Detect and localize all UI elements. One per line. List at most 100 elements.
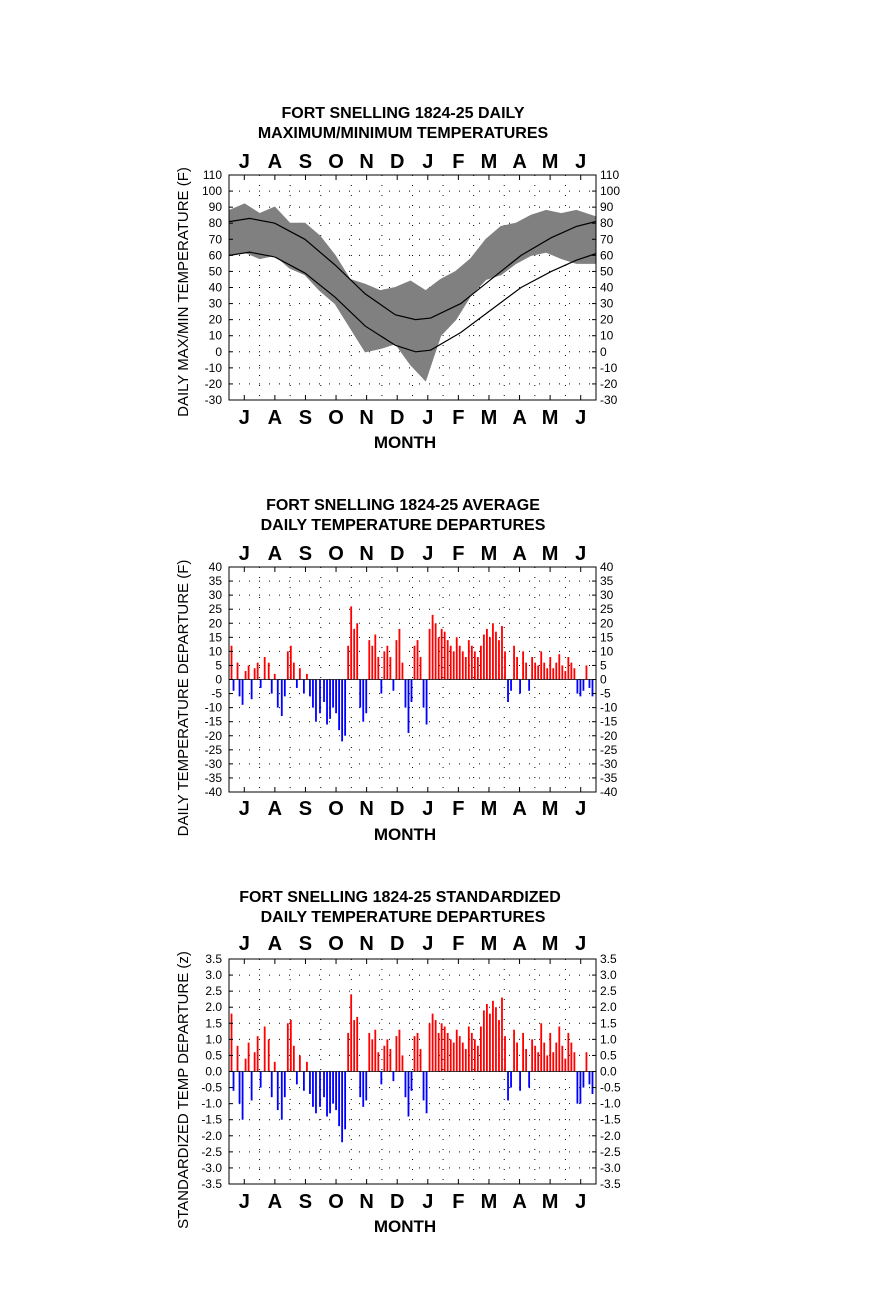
bar-positive bbox=[552, 1052, 555, 1072]
panel-average-departures: FORT SNELLING 1824-25 AVERAGE DAILY TEMP… bbox=[175, 497, 618, 844]
bar-negative bbox=[259, 1071, 262, 1088]
bar-positive bbox=[561, 665, 564, 680]
y-tick-label-right: -20 bbox=[600, 729, 618, 743]
month-label-bottom: N bbox=[359, 1191, 373, 1213]
bar-negative bbox=[335, 1071, 337, 1111]
y-tick-label-left: 2.0 bbox=[205, 1000, 222, 1014]
y-tick-label-right: 60 bbox=[600, 248, 614, 262]
y-tick-label-left: 3.5 bbox=[205, 952, 222, 966]
bar-positive bbox=[440, 628, 443, 680]
normal_max-line bbox=[229, 217, 596, 321]
bar-positive bbox=[446, 640, 449, 680]
month-label-bottom: D bbox=[390, 407, 404, 429]
bar-negative bbox=[241, 679, 244, 705]
bar-positive bbox=[489, 1013, 491, 1072]
bar-positive bbox=[368, 640, 371, 680]
bar-positive bbox=[513, 1029, 515, 1072]
month-label-top: S bbox=[299, 543, 312, 565]
bar-positive bbox=[428, 628, 431, 680]
month-label-top: M bbox=[481, 151, 498, 173]
bar-negative bbox=[323, 1071, 325, 1098]
y-tick-label-right: 25 bbox=[600, 602, 614, 616]
bar-positive bbox=[247, 1042, 250, 1072]
bar-positive bbox=[413, 645, 416, 680]
bar-positive bbox=[419, 657, 422, 680]
y-tick-label-left: 1.5 bbox=[205, 1016, 222, 1030]
month-label-top: A bbox=[512, 543, 526, 565]
bar-negative bbox=[312, 679, 314, 708]
month-label-bottom: S bbox=[299, 407, 312, 429]
month-label-bottom: O bbox=[328, 798, 344, 820]
bar-positive bbox=[443, 631, 446, 680]
bar-positive bbox=[289, 1020, 292, 1072]
bar-positive bbox=[525, 662, 528, 680]
bar-positive bbox=[289, 645, 292, 680]
bar-positive bbox=[585, 665, 588, 680]
bar-positive bbox=[273, 673, 276, 680]
bar-positive bbox=[482, 1010, 485, 1072]
y-tick-label-right: -1.5 bbox=[600, 1113, 621, 1127]
bar-positive bbox=[452, 651, 455, 680]
month-label-top: N bbox=[359, 933, 373, 955]
bar-positive bbox=[489, 637, 491, 680]
month-label-bottom: A bbox=[512, 1191, 526, 1213]
bar-negative bbox=[392, 679, 395, 691]
bar-positive bbox=[377, 1052, 380, 1072]
y-axis-label: STANDARDIZED TEMP DEPARTURE (z) bbox=[175, 951, 192, 1229]
bar-positive bbox=[537, 1052, 540, 1072]
normal_min-line bbox=[229, 251, 596, 353]
bar-positive bbox=[558, 654, 561, 680]
month-label-bottom: J bbox=[239, 798, 250, 820]
chart-title-line-1: FORT SNELLING 1824-25 DAILY bbox=[281, 105, 524, 122]
month-label-top: F bbox=[452, 933, 464, 955]
bar-positive bbox=[501, 626, 503, 680]
bar-positive bbox=[347, 645, 350, 680]
bar-positive bbox=[437, 637, 440, 680]
y-tick-label-right: 70 bbox=[600, 232, 614, 246]
month-label-top: A bbox=[268, 151, 282, 173]
bar-positive bbox=[501, 997, 503, 1072]
month-label-top: M bbox=[481, 933, 498, 955]
bar-positive bbox=[476, 657, 479, 680]
month-label-bottom: F bbox=[452, 798, 464, 820]
bar-positive bbox=[567, 1032, 570, 1072]
bar-positive bbox=[570, 1042, 573, 1072]
y-tick-label-right: 10 bbox=[600, 329, 614, 343]
bar-positive bbox=[371, 1039, 374, 1072]
bar-positive bbox=[446, 1032, 449, 1072]
bar-negative bbox=[283, 679, 286, 697]
month-label-top: O bbox=[328, 151, 344, 173]
y-tick-label-left: -2.0 bbox=[201, 1129, 222, 1143]
bar-positive bbox=[531, 657, 534, 680]
month-label-top: N bbox=[359, 543, 373, 565]
plot-area-standardized: 3.5 3.5 3.0 3.0 2.5 2.5 2.0 2.0 1.5 1.5 1.0 1.0 0.5 0… bbox=[201, 933, 621, 1213]
y-tick-label-left: 3.0 bbox=[205, 968, 222, 982]
y-tick-label-left: -35 bbox=[205, 771, 223, 785]
bar-negative bbox=[344, 1071, 347, 1130]
bar-negative bbox=[404, 1071, 407, 1098]
bar-positive bbox=[350, 994, 353, 1072]
y-tick-label-left: -25 bbox=[205, 743, 223, 757]
bar-negative bbox=[332, 1071, 334, 1104]
y-tick-label-left: -3.5 bbox=[201, 1177, 222, 1191]
bar-negative bbox=[579, 679, 582, 697]
bar-positive bbox=[383, 1045, 386, 1072]
y-tick-label-left: -1.0 bbox=[201, 1097, 222, 1111]
bar-negative bbox=[579, 1071, 582, 1104]
bar-positive bbox=[564, 671, 567, 680]
y-tick-label-right: 20 bbox=[600, 616, 614, 630]
bar-positive bbox=[368, 1032, 371, 1072]
month-label-bottom: N bbox=[359, 407, 373, 429]
bar-positive bbox=[455, 1029, 458, 1072]
bar-positive bbox=[306, 673, 308, 680]
bar-positive bbox=[543, 1042, 546, 1072]
y-tick-label-left: -15 bbox=[205, 715, 223, 729]
bar-positive bbox=[247, 665, 250, 680]
bar-positive bbox=[431, 1013, 434, 1072]
y-tick-label-left: 0.0 bbox=[205, 1065, 222, 1079]
bar-negative bbox=[303, 1071, 305, 1091]
bar-positive bbox=[273, 1061, 276, 1072]
bar-negative bbox=[276, 679, 279, 708]
bar-negative bbox=[238, 1071, 241, 1104]
